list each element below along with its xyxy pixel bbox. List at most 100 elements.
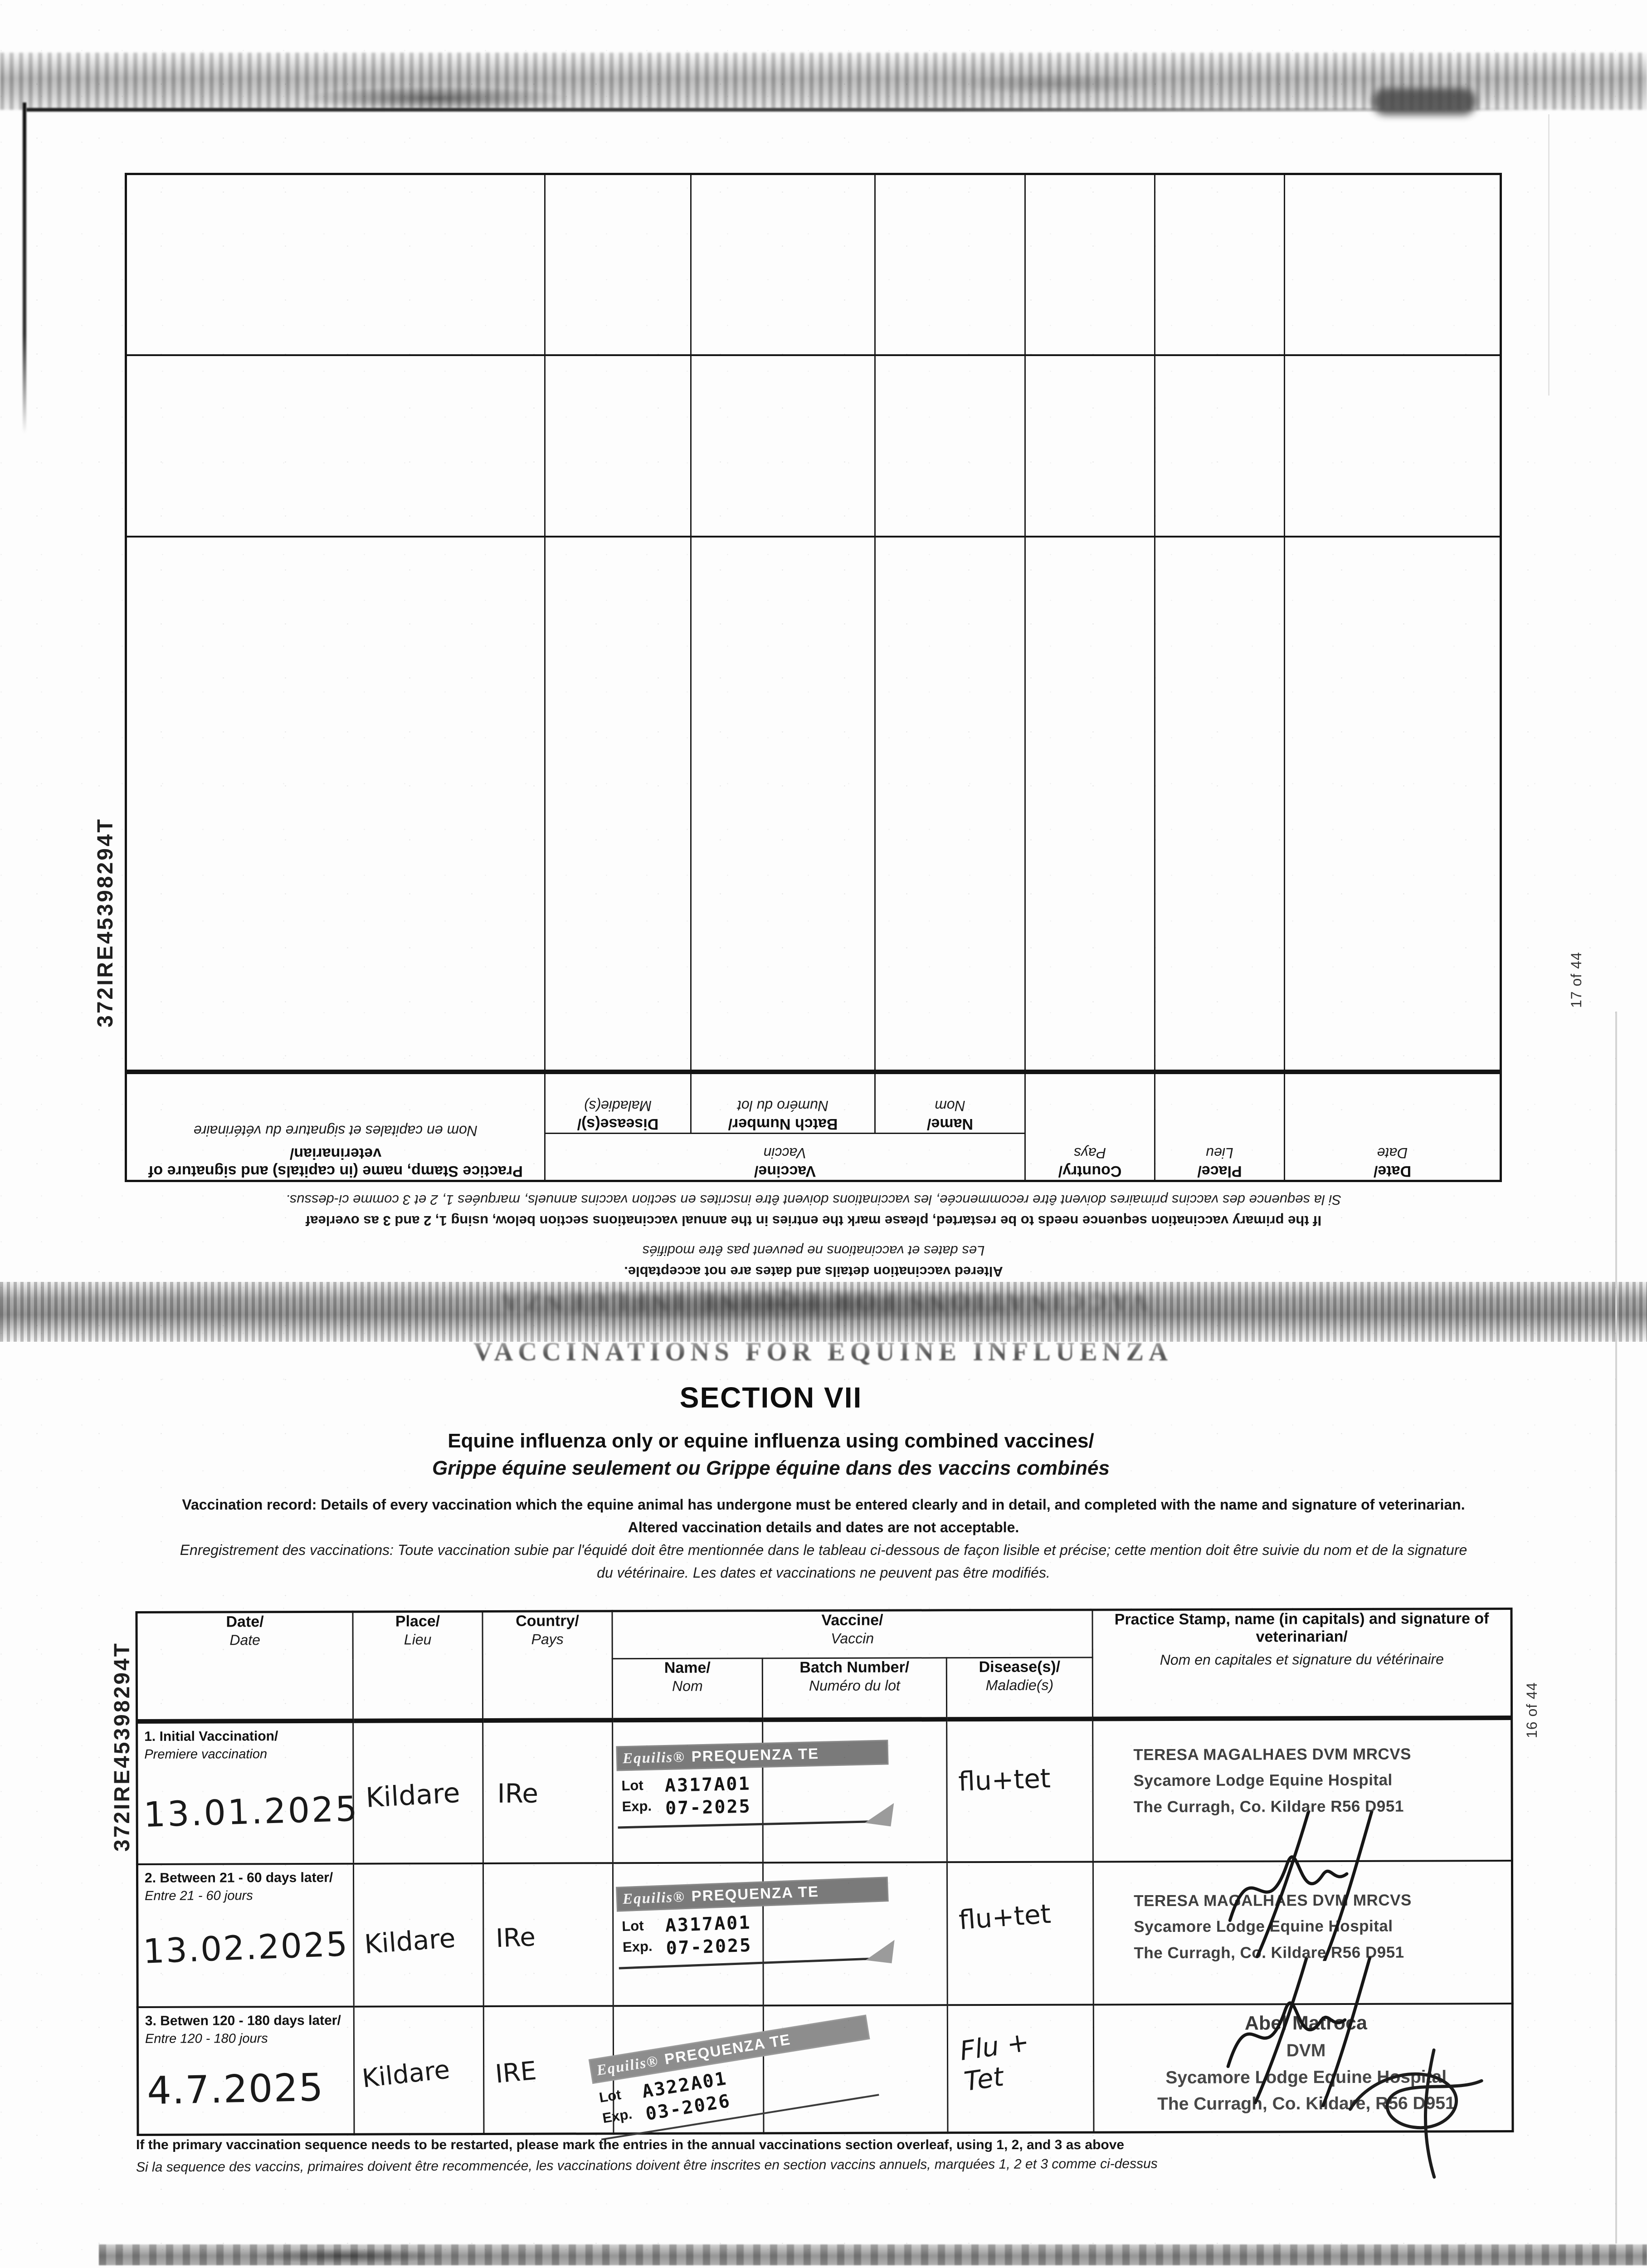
handwritten-place: Kildare [361, 2054, 452, 2094]
period-fr: Entre 21 - 60 jours [145, 1888, 253, 1903]
vaccination-table-wrap: Date/ Date Place/ Lieu Country/ Pays Vac… [135, 1608, 1514, 2179]
col-header-batch-fr: Numéro du lot [809, 1677, 900, 1694]
col-header-country-en: Country/ [516, 1612, 579, 1630]
page-top-rotated: Altered vaccination details and dates ar… [124, 112, 1502, 1285]
empty-cell [126, 174, 545, 356]
empty-cell [1155, 355, 1285, 537]
instruction-restart-en: If the primary vaccination sequence need… [305, 1213, 1322, 1229]
country-cell: IRe [483, 1862, 614, 2006]
sticker-product: PREQUENZA TE [691, 1882, 819, 1904]
date-cell: 1. Initial Vaccination/ Premiere vaccina… [136, 1721, 360, 1864]
col-header-date: Date/ Date [1284, 1072, 1501, 1181]
scan-gutter-band [0, 1282, 1647, 1342]
exp-date: 07-2025 [665, 1796, 752, 1819]
note-fr-line2: du vétérinaire. Les dates et vaccination… [597, 1564, 1050, 1581]
handwritten-country: IRe [497, 1778, 539, 1809]
vaccination-record-notes: Vaccination record: Details of every vac… [114, 1493, 1533, 1584]
date-cell: 2. Between 21 - 60 days later/ Entre 21 … [137, 1863, 354, 2007]
page-title: VACCINATIONS FOR EQUINE INFLUENZA [473, 1337, 1173, 1366]
col-header-stamp: Practice Stamp, name (in capitals) and s… [126, 1072, 545, 1181]
col-header-vaccine-group: Vaccine/ Vaccin [612, 1609, 1093, 1659]
place-cell: Kildare [353, 1720, 483, 1864]
vaccine-name-cell: Equilis® PREQUENZA TE Lot Exp. A317A01 07… [612, 1719, 894, 1863]
period-fr: Premiere vaccination [144, 1747, 268, 1762]
empty-cell [1155, 537, 1285, 1072]
period-label: 3. Betwen 120 - 180 days later/ Entre 12… [139, 2007, 353, 2047]
sticker-values: A317A01 07-2025 [664, 1772, 751, 1819]
vaccine-name-cell: Equilis® PREQUENZA TE Lot Exp. A317A01 07… [613, 1862, 895, 2006]
note-en-line2: Altered vaccination details and dates ar… [628, 1519, 1019, 1535]
vaccination-row-2: 2. Between 21 - 60 days later/ Entre 21 … [137, 1860, 1513, 2107]
period-en: 2. Between 21 - 60 days later/ [144, 1870, 333, 1886]
col-header-disease-fr: Maladie(s) [985, 1677, 1054, 1694]
passport-code-bottom: 372IRE45398294T [110, 1642, 134, 1852]
empty-cell [1155, 174, 1285, 356]
handwritten-date: 13.02.2025 [142, 1924, 350, 1971]
col-header-country-fr: Pays [1073, 1145, 1106, 1161]
stamp-line-2: Sycamore Lodge Equine Hospital [1133, 1771, 1393, 1790]
col-header-place-fr: Lieu [404, 1631, 432, 1648]
ghost-title-mirrored: VACCINATIONS FOR EQUINE INFLUENZA [497, 1288, 1149, 1316]
passport-code-top: 372IRE45398294T [93, 817, 117, 1027]
period-en: 1. Initial Vaccination/ [144, 1728, 278, 1744]
note-fr-line1: Enregistrement des vaccinations: Toute v… [180, 1542, 1467, 1558]
scan-artifact-line [26, 108, 1546, 112]
col-header-name-fr: Nom [672, 1677, 703, 1694]
col-header-country: Country/ Pays [1025, 1072, 1155, 1181]
col-header-disease: Disease(s)/ Maladie(s) [946, 1657, 1093, 1719]
instruction-restart-fr: Si la sequence des vaccins primaires doi… [286, 1192, 1341, 1208]
scan-edge-band-bottom [99, 2244, 1647, 2265]
col-header-name-en: Name/ [926, 1115, 974, 1133]
period-label: 1. Initial Vaccination/ Premiere vaccina… [138, 1723, 352, 1763]
place-cell: Kildare [354, 2006, 484, 2135]
stamp-line-1: TERESA MAGALHAES DVM MRCVS [1133, 1745, 1411, 1764]
lot-label: Lot [621, 1917, 644, 1934]
instruction-altered-fr: Les dates et vaccinations ne peuvent pas… [642, 1243, 985, 1259]
col-header-disease-en: Disease(s)/ [577, 1115, 659, 1133]
empty-cell [691, 355, 875, 537]
empty-cell [126, 355, 545, 537]
sticker-fold [864, 1799, 894, 1826]
section-heading-block: SECTION VII Equine influenza only or equ… [136, 1381, 1406, 1480]
section-subtitle-fr: Grippe équine seulement ou Grippe équine… [432, 1457, 1110, 1479]
col-header-vaccine-en: Vaccine/ [821, 1611, 883, 1629]
col-header-stamp-fr: Nom en capitales et signature du vétérin… [1160, 1651, 1444, 1668]
sticker-product: PREQUENZA TE [691, 1745, 819, 1765]
empty-cell [1284, 537, 1501, 1072]
lot-label: Lot [621, 1777, 644, 1794]
empty-cell [126, 537, 545, 1072]
col-header-place-fr: Lieu [1206, 1145, 1233, 1161]
col-header-batch-en: Batch Number/ [799, 1658, 910, 1677]
section-subtitle-en: Equine influenza only or equine influenz… [448, 1430, 1094, 1452]
section-heading: SECTION VII [679, 1381, 862, 1414]
handwritten-country: IRE [494, 2056, 538, 2089]
period-label: 2. Between 21 - 60 days later/ Entre 21 … [138, 1864, 353, 1904]
period-en: 3. Betwen 120 - 180 days later/ [145, 2013, 341, 2028]
empty-cell [545, 537, 691, 1072]
empty-cell [875, 537, 1025, 1072]
handwritten-date: 13.01.2025 [143, 1788, 360, 1835]
instruction-altered-en: Altered vaccination details and dates ar… [624, 1264, 1003, 1280]
col-header-vaccine-en: Vaccine/ [754, 1163, 816, 1180]
empty-cell [875, 174, 1025, 356]
sticker-fold [865, 1936, 895, 1963]
col-header-disease: Disease(s)/ Maladie(s) [545, 1072, 691, 1134]
footer-note-en: If the primary vaccination sequence need… [136, 2137, 1125, 2152]
page-number-bottom: 16 of 44 [1524, 1682, 1540, 1738]
col-header-place: Place/ Lieu [1155, 1072, 1285, 1181]
col-header-place: Place/ Lieu [352, 1611, 483, 1721]
vaccination-table: Date/ Date Place/ Lieu Country/ Pays Vac… [135, 1608, 1514, 2179]
col-header-vaccine-fr: Vaccin [763, 1145, 807, 1161]
col-header-name: Name/ Nom [875, 1072, 1025, 1134]
exp-date: 07-2025 [665, 1935, 753, 1959]
sticker-labels: Lot Exp. [622, 1915, 653, 1961]
vaccination-row-1: 1. Initial Vaccination/ Premiere vaccina… [136, 1717, 1512, 1961]
col-header-disease-fr: Maladie(s) [584, 1098, 652, 1114]
col-header-date: Date/ Date [136, 1612, 353, 1721]
empty-cell [875, 355, 1025, 537]
stamp-cell: Abel Matroca DVM Sycamore Lodge Equine H… [1093, 2003, 1513, 2179]
col-header-batch: Batch Number/ Numéro du lot [691, 1072, 875, 1134]
handwritten-date: 4.7.2025 [146, 2064, 325, 2113]
stamp-cell: TERESA MAGALHAES DVM MRCVS Sycamore Lodg… [1092, 1717, 1512, 1961]
